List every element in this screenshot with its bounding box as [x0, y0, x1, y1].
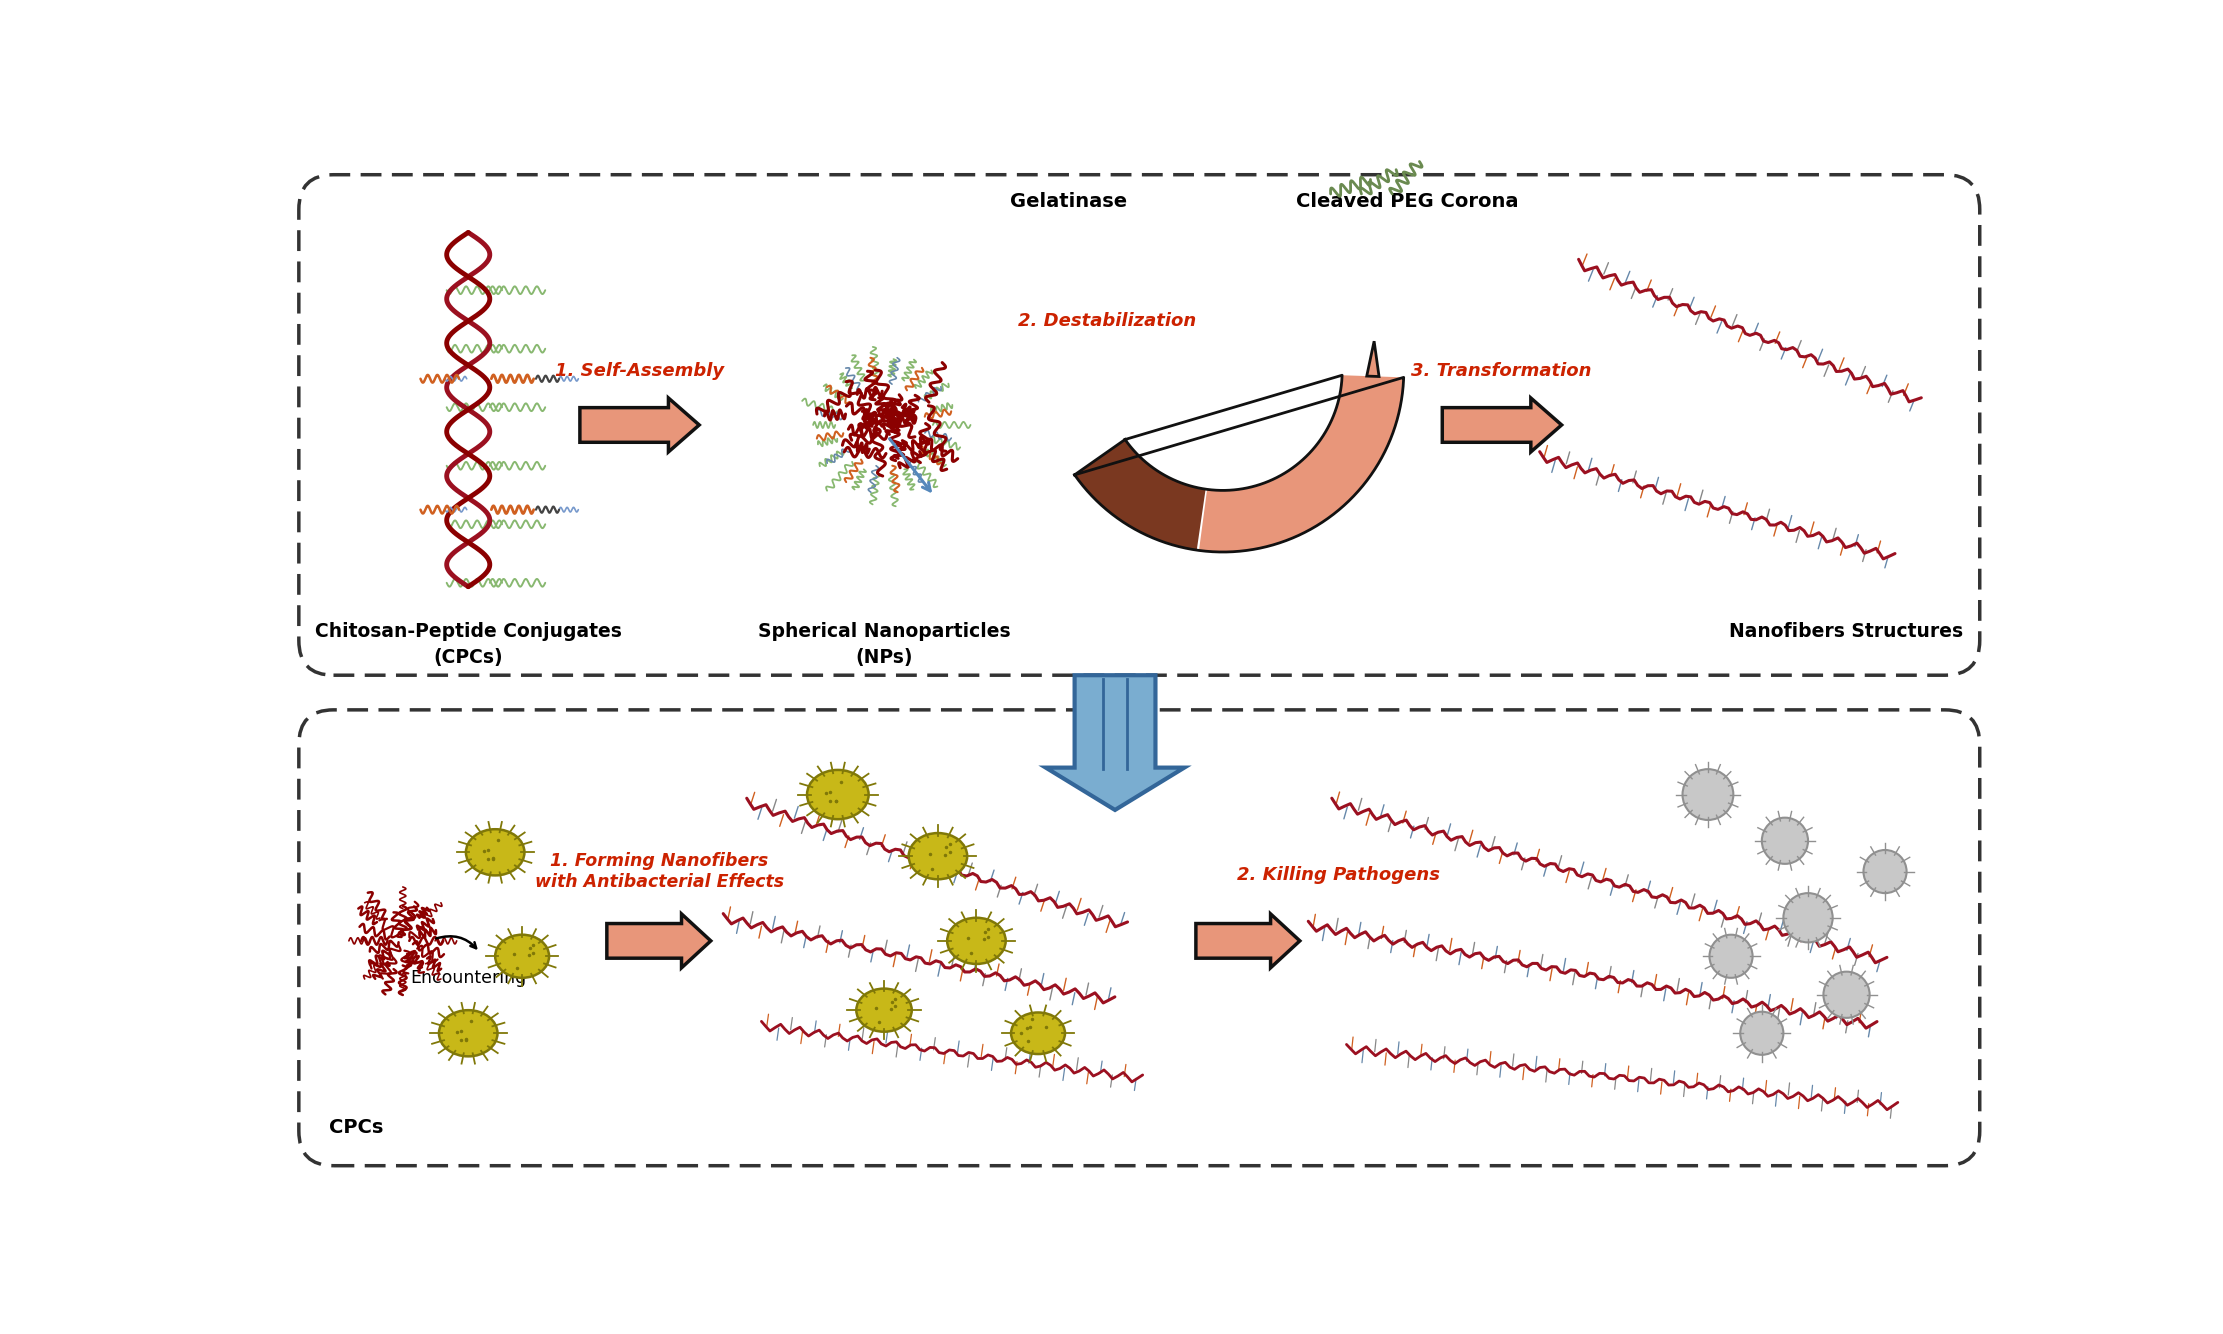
- Circle shape: [1783, 894, 1832, 942]
- Ellipse shape: [807, 770, 869, 819]
- Ellipse shape: [438, 1010, 498, 1057]
- Ellipse shape: [947, 918, 1005, 964]
- FancyArrow shape: [1196, 914, 1300, 967]
- Ellipse shape: [1011, 1013, 1065, 1054]
- Text: 3. Transformation: 3. Transformation: [1412, 362, 1592, 380]
- Text: 1. Forming Nanofibers
with Antibacterial Effects: 1. Forming Nanofibers with Antibacterial…: [534, 852, 785, 891]
- Circle shape: [1683, 770, 1734, 820]
- FancyArrow shape: [580, 398, 700, 452]
- Text: (CPCs): (CPCs): [433, 648, 502, 667]
- Text: 1. Self-Assembly: 1. Self-Assembly: [556, 362, 725, 380]
- Ellipse shape: [467, 830, 525, 875]
- Text: Nanofibers Structures: Nanofibers Structures: [1729, 622, 1963, 640]
- FancyArrow shape: [1443, 398, 1561, 452]
- Text: 2. Killing Pathogens: 2. Killing Pathogens: [1236, 866, 1441, 884]
- Ellipse shape: [496, 935, 549, 978]
- Text: CPCs: CPCs: [329, 1118, 385, 1137]
- Text: Encountering: Encountering: [409, 968, 527, 987]
- Ellipse shape: [909, 832, 967, 879]
- Text: Chitosan-Peptide Conjugates: Chitosan-Peptide Conjugates: [316, 622, 622, 640]
- Polygon shape: [1367, 342, 1378, 376]
- Ellipse shape: [856, 988, 911, 1031]
- Circle shape: [1741, 1011, 1783, 1055]
- Circle shape: [1863, 850, 1907, 894]
- Circle shape: [1823, 971, 1870, 1018]
- Polygon shape: [1198, 375, 1403, 552]
- Text: 2. Destabilization: 2. Destabilization: [1018, 312, 1196, 329]
- Text: Gelatinase: Gelatinase: [1009, 192, 1127, 211]
- FancyArrow shape: [1045, 675, 1185, 810]
- FancyArrow shape: [607, 914, 711, 967]
- Polygon shape: [1074, 439, 1205, 550]
- Text: Cleaved PEG Corona: Cleaved PEG Corona: [1296, 192, 1518, 211]
- Circle shape: [1763, 818, 1807, 864]
- Text: (NPs): (NPs): [856, 648, 914, 667]
- Circle shape: [1709, 935, 1752, 978]
- Text: Spherical Nanoparticles: Spherical Nanoparticles: [758, 622, 1009, 640]
